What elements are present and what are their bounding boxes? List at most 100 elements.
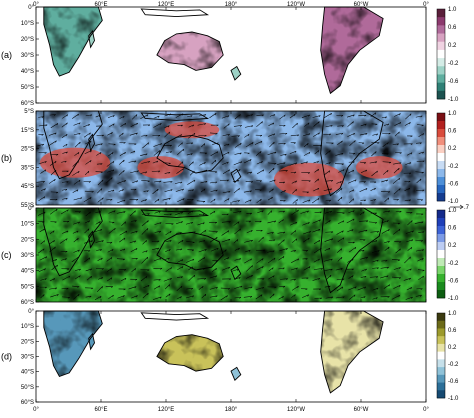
colorbar-tick-label: 0.2 [448, 345, 457, 351]
colorbar-swatch [437, 169, 445, 177]
lat-label: 5°S [24, 109, 34, 115]
lat-label: 0° [28, 206, 34, 212]
colorbar-swatch [437, 17, 445, 25]
colorbar-swatch [437, 266, 445, 274]
colorbar-swatch [437, 91, 445, 99]
lon-label: 120°W [287, 2, 305, 8]
coastline [141, 9, 207, 17]
colorbar-swatch [437, 321, 445, 329]
lon-label: 0° [423, 407, 429, 413]
colorbar-swatch [437, 153, 445, 161]
colorbar-tick-label: -0.2 [448, 164, 459, 170]
lon-label: 120°E [158, 2, 174, 8]
colorbar-swatch [437, 34, 445, 42]
colorbar-swatch [437, 336, 445, 344]
colorbar-swatch [437, 390, 445, 398]
colorbar-swatch [437, 367, 445, 375]
colorbar-swatch [437, 258, 445, 266]
lat-label: 50°S [21, 385, 34, 391]
lat-label: 20°S [21, 339, 34, 345]
panel-c: 0°10°S20°S30°S40°S50°S60°S(c)1.00.60.2-0… [1, 206, 459, 306]
lat-label: 0° [28, 309, 34, 315]
lon-label: 120°E [158, 407, 174, 413]
lat-label: 30°S [21, 53, 34, 59]
colorbar-swatch [437, 210, 445, 218]
colorbar-tick-label: 0.2 [448, 146, 457, 152]
lat-label: 40°S [21, 370, 34, 376]
colorbar-swatch [437, 234, 445, 242]
panel-label: (d) [1, 352, 12, 362]
colorbar-swatch [437, 375, 445, 383]
lat-label: 60°S [21, 101, 34, 107]
colorbar-tick-label: 0.2 [448, 243, 457, 249]
colorbar-tick-label: -1.0 [448, 199, 459, 205]
vector-reference-label: .7 [464, 205, 470, 211]
colorbar-swatch [437, 242, 445, 250]
colorbar-tick-label: -1.0 [448, 396, 459, 402]
panel-label: (c) [1, 250, 12, 260]
colorbar-swatch [437, 66, 445, 74]
colorbar-tick-label: -0.2 [448, 61, 459, 67]
colorbar-swatch [437, 352, 445, 360]
lat-label: 15°S [21, 128, 34, 134]
colorbar-swatch [437, 193, 445, 201]
colorbar-swatch [437, 74, 445, 82]
colorbar-swatch [437, 58, 445, 66]
lat-label: 30°S [21, 355, 34, 361]
lat-label: 20°S [21, 237, 34, 243]
land-texture [36, 311, 426, 402]
colorbar-tick-label: -0.6 [448, 278, 459, 284]
colorbar-tick-label: -0.2 [448, 261, 459, 267]
lon-label: 60°W [354, 407, 369, 413]
lat-label: 50°S [21, 284, 34, 290]
colorbar-tick-label: 1.0 [448, 311, 457, 317]
colorbar-tick-label: 0.2 [448, 43, 457, 49]
lat-label: 10°S [21, 324, 34, 330]
panel-b: 5°S15°S25°S35°S45°S55°S(b)1.00.60.2-0.2-… [1, 109, 470, 211]
colorbar-swatch [437, 129, 445, 137]
colorbar-swatch [437, 218, 445, 226]
colorbar-swatch [437, 328, 445, 336]
colorbar-swatch [437, 113, 445, 121]
colorbar-swatch [437, 25, 445, 33]
colorbar-tick-label: 0.6 [448, 226, 457, 232]
panel-label: (a) [1, 50, 12, 60]
lon-label: 0° [33, 407, 39, 413]
colorbar-swatch [437, 137, 445, 145]
lon-label: 180° [225, 2, 238, 8]
lon-label: 60°E [94, 407, 107, 413]
colorbar-swatch [437, 274, 445, 282]
lat-label: 45°S [21, 184, 34, 190]
lat-label: 50°S [21, 85, 34, 91]
colorbar-swatch [437, 83, 445, 91]
lat-label: 10°S [21, 222, 34, 228]
colorbar-swatch [437, 145, 445, 153]
lat-label: 40°S [21, 69, 34, 75]
colorbar-tick-label: 0.6 [448, 328, 457, 334]
field-noise [36, 208, 426, 302]
colorbar-swatch [437, 250, 445, 258]
colorbar-tick-label: -0.6 [448, 79, 459, 85]
lon-label: 180° [225, 407, 238, 413]
colorbar-tick-label: -0.6 [448, 379, 459, 385]
colorbar-tick-label: 0.6 [448, 25, 457, 31]
colorbar-swatch [437, 42, 445, 50]
panel-label: (b) [1, 153, 12, 163]
lat-label: 20°S [21, 37, 34, 43]
lon-label: 60°E [94, 2, 107, 8]
colorbar-swatch [437, 383, 445, 391]
lat-label: 10°S [21, 21, 34, 27]
colorbar-swatch [437, 9, 445, 17]
colorbar-swatch [437, 290, 445, 298]
land-texture [36, 7, 426, 103]
lon-label: 60°W [354, 2, 369, 8]
panel-d: 0°10°S20°S30°S40°S50°S60°S(d)1.00.60.2-0… [1, 309, 459, 406]
colorbar-tick-label: 1.0 [448, 7, 457, 13]
lat-label: 60°S [21, 300, 34, 306]
positive-anomaly [356, 156, 403, 179]
colorbar-tick-label: -0.2 [448, 362, 459, 368]
colorbar-tick-label: 1.0 [448, 111, 457, 117]
colorbar-swatch [437, 185, 445, 193]
